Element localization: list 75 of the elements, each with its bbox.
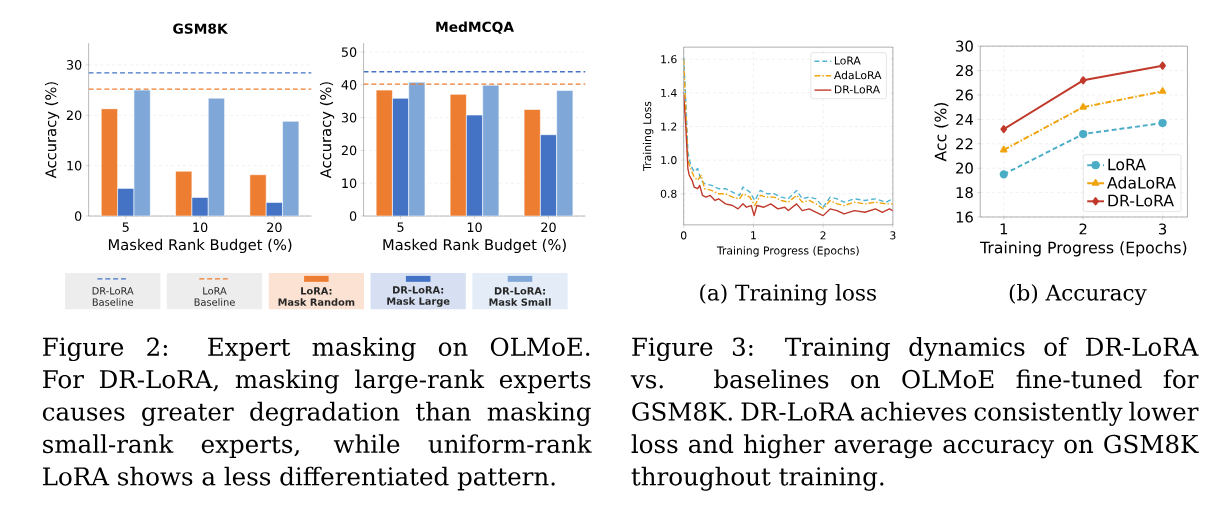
legend-label: DR-LoRA: [834, 85, 880, 94]
point: [1079, 129, 1088, 138]
legend-label: LoRA: [1108, 158, 1146, 171]
caption: Figure 3: Training dynamics of DR-LoRA vs. baselines on OLMoE fine-tuned for GSM8K. DR-LoRA achieves consistently lower loss and higher average accuracy on GSM8K throughout training.: [630, 336, 1199, 491]
caption: Figure 2: Expert masking on OLMoE. For DR-LoRA, masking large-rank experts causes greater degradation than masking small-rank experts, while uniform-rank LoRA shows a less differentiated pattern.: [42, 336, 592, 491]
legend-label: DR-LoRA: Mask Small: [489, 287, 551, 306]
y-tick-label: 26: [956, 89, 973, 101]
x-tick-label: 20: [541, 222, 556, 232]
x-tick-label: 5: [122, 222, 129, 232]
y-axis-title: Acc (%): [934, 102, 949, 162]
y-tick-label: 18: [956, 186, 973, 198]
x-tick-label: 3: [890, 231, 896, 240]
x-tick-label: 10: [193, 222, 208, 232]
x-axis-title: Training Progress (Epochs): [980, 241, 1187, 257]
point: [1000, 124, 1008, 134]
point: [1079, 102, 1087, 110]
chart-title: MedMCQA: [436, 21, 514, 34]
x-tick-label: 10: [467, 222, 482, 232]
x-tick-label: 1: [751, 231, 756, 239]
text: (b) Accuracy: [1009, 283, 1147, 305]
point: [1079, 75, 1087, 85]
legend-label: LoRA: [834, 56, 861, 65]
point: [999, 169, 1008, 179]
y-tick-label: 30: [341, 112, 357, 123]
x-tick-label: 2: [1079, 223, 1087, 235]
text: (a) Training loss: [700, 283, 876, 305]
y-tick-label: 50: [341, 47, 357, 57]
legend-label: LoRA: Mask Random: [278, 287, 355, 306]
x-tick-label: 2: [820, 231, 826, 240]
y-axis-title: Accuracy (%): [45, 81, 60, 178]
legend-label: AdaLoRA: [833, 70, 882, 79]
y-tick-label: 20: [341, 145, 357, 156]
point: [1158, 118, 1167, 127]
legend-label: DR-LoRA Baseline: [92, 287, 134, 306]
x-tick-label: 5: [397, 222, 404, 232]
y-axis-title: Training Loss: [642, 101, 654, 171]
y-tick-label: 28: [956, 64, 973, 76]
y-tick-label: 0: [74, 210, 82, 221]
bar: [100, 108, 118, 216]
point: [1159, 61, 1166, 70]
x-tick-label: 0: [680, 231, 687, 240]
y-axis-title: Accuracy (%): [319, 81, 335, 178]
point: [1158, 86, 1167, 94]
point: [1000, 145, 1008, 153]
y-tick-label: 16: [956, 211, 973, 223]
y-tick-label: 30: [956, 40, 973, 52]
y-tick-label: 10: [342, 178, 357, 188]
x-axis-title: Training Progress (Epochs): [716, 245, 859, 257]
y-tick-label: 40: [341, 79, 357, 90]
y-tick-label: 30: [66, 59, 82, 70]
x-tick-label: 20: [267, 222, 282, 232]
y-tick-label: 1.0: [661, 155, 677, 164]
bar: [540, 134, 557, 216]
chart-title: GSM8K: [173, 23, 229, 34]
bar: [466, 114, 483, 216]
legend-label: DR-LoRA: Mask Large: [387, 286, 450, 307]
y-tick-label: 20: [956, 162, 973, 174]
y-tick-label: 1.2: [661, 122, 677, 131]
y-tick-label: 1.6: [661, 54, 677, 64]
y-tick-label: 24: [956, 113, 974, 125]
legend-label: DR-LoRA: [1108, 194, 1174, 207]
x-tick-label: 1: [1000, 223, 1008, 234]
line-series: [683, 93, 893, 217]
y-tick-label: 20: [66, 110, 82, 120]
bar: [392, 97, 409, 216]
legend-label: LoRA Baseline: [194, 287, 235, 306]
x-axis-title: Masked Rank Budget (%): [383, 238, 566, 253]
y-tick-label: 0: [349, 210, 357, 221]
y-tick-label: 0.8: [660, 189, 677, 198]
legend-label: AdaLoRA: [1107, 176, 1176, 189]
x-axis-title: Masked Rank Budget (%): [108, 238, 292, 253]
x-tick-label: 3: [1159, 223, 1167, 235]
y-tick-label: 10: [67, 160, 82, 171]
y-tick-label: 1.4: [661, 88, 677, 97]
y-tick-label: 22: [956, 138, 973, 150]
